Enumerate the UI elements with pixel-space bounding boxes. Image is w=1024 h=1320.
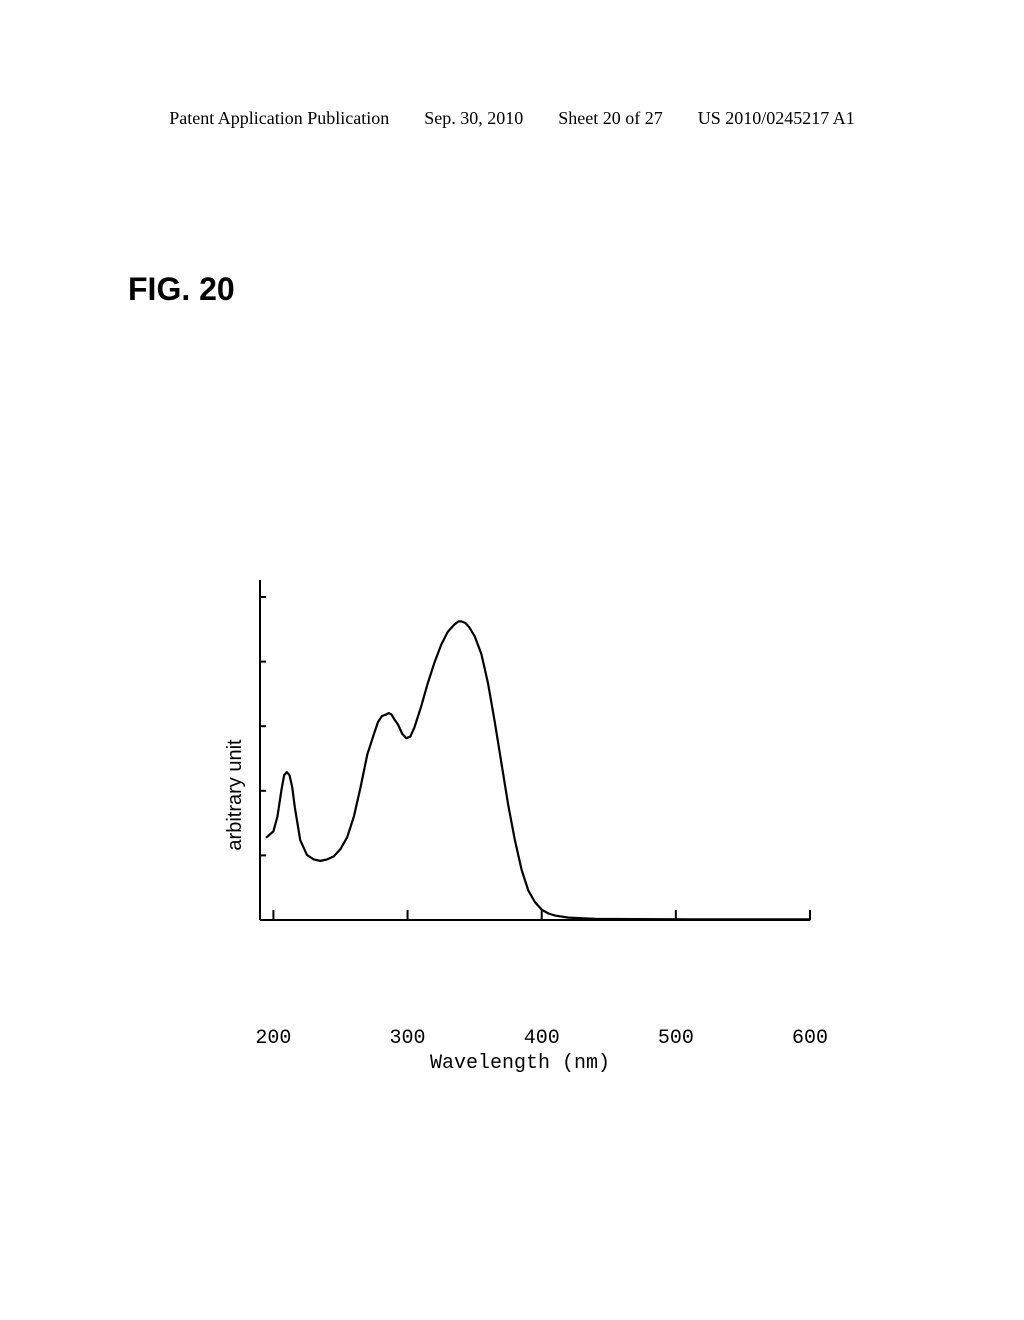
header-publication: Patent Application Publication xyxy=(169,108,389,129)
header-sheet: Sheet 20 of 27 xyxy=(558,108,662,129)
x-tick-label: 600 xyxy=(792,1027,828,1050)
x-tick-label: 400 xyxy=(524,1027,560,1050)
y-axis-label: arbitrary unit xyxy=(224,739,247,850)
x-tick-label: 200 xyxy=(255,1027,291,1050)
x-tick-label: 300 xyxy=(390,1027,426,1050)
figure-label: FIG. 20 xyxy=(128,271,235,308)
chart-svg xyxy=(210,570,830,950)
spectrum-chart: arbitrary unit Wavelength (nm) 200300400… xyxy=(210,570,830,1020)
header-pubno: US 2010/0245217 A1 xyxy=(698,108,855,129)
x-tick-label: 500 xyxy=(658,1027,694,1050)
header-date: Sep. 30, 2010 xyxy=(424,108,523,129)
page-header: Patent Application Publication Sep. 30, … xyxy=(0,108,1024,129)
x-axis-label: Wavelength (nm) xyxy=(430,1052,610,1075)
